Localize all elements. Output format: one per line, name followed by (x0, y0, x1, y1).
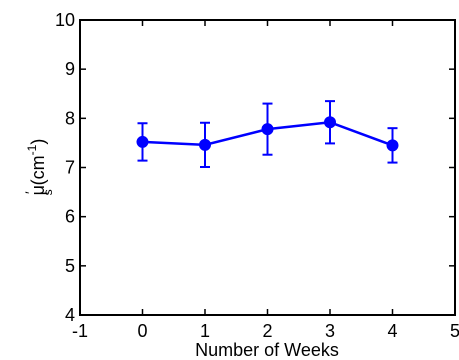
plot-area (79, 19, 456, 316)
series-layer (136, 100, 399, 169)
y-tick-label: 6 (65, 207, 75, 227)
y-axis-label-sub: s (41, 189, 55, 195)
y-axis-label-mu: μ (28, 185, 48, 195)
y-axis-label-unit-sup: -1 (25, 144, 39, 155)
x-tick-label: 5 (450, 321, 459, 341)
y-tick-label: 9 (65, 59, 75, 79)
y-tick-label: 10 (55, 10, 75, 30)
x-tick-label: 1 (200, 321, 210, 341)
data-point (324, 116, 336, 129)
x-axis: -1 0 1 2 3 4 5 (72, 20, 459, 341)
y-axis-label: μ′ s (cm-1) (22, 139, 55, 196)
y-tick-label: 4 (65, 305, 75, 325)
data-point (261, 123, 274, 136)
data-point (136, 135, 149, 148)
y-axis-label-prime: ′ (22, 191, 38, 194)
y-axis-label-unit: (cm (28, 155, 48, 185)
y-axis: 4 5 6 7 8 9 10 (55, 10, 455, 325)
x-tick-label: -1 (72, 321, 88, 341)
x-tick-label: 3 (325, 321, 335, 341)
x-tick-label: 4 (387, 321, 397, 341)
y-axis-label-unit-close: ) (28, 139, 48, 145)
data-point (386, 139, 399, 152)
y-tick-label: 7 (65, 158, 75, 178)
x-tick-label: 0 (137, 321, 147, 341)
x-tick-label: 2 (262, 321, 272, 341)
x-axis-label: Number of Weeks (195, 340, 339, 360)
y-tick-label: 5 (65, 256, 75, 276)
y-tick-label: 8 (65, 108, 75, 128)
data-point (199, 138, 211, 151)
